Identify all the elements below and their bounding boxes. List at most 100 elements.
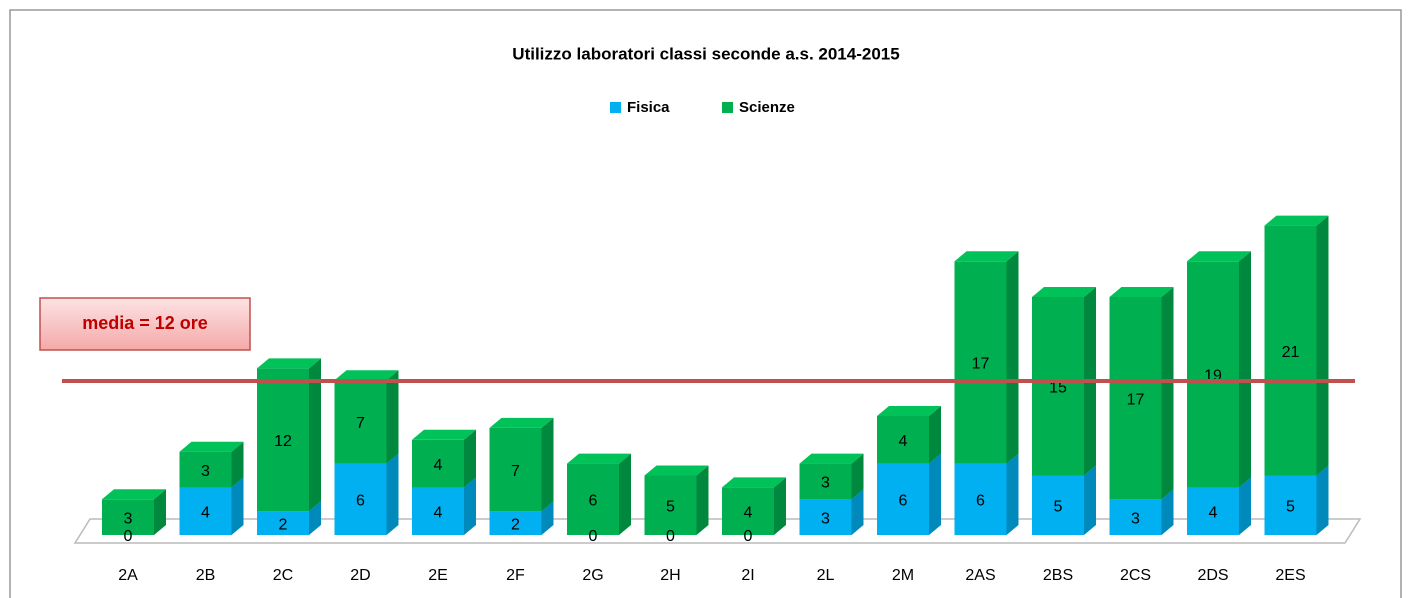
bar-segment	[179, 441, 244, 488]
bar-front	[257, 368, 309, 512]
value-label: 0	[744, 528, 753, 545]
bar-top	[954, 251, 1019, 262]
value-label: 3	[201, 463, 210, 480]
bar-top	[644, 465, 709, 476]
bar-segment	[257, 358, 321, 512]
bar-top	[1187, 251, 1251, 262]
bar-segment	[1264, 465, 1329, 535]
value-label: 7	[511, 463, 520, 480]
bar-side	[1239, 251, 1251, 488]
bar-front	[489, 511, 542, 535]
bar-top	[567, 453, 631, 464]
bar-segment	[1032, 465, 1096, 535]
bar-front	[334, 463, 387, 535]
bar-front	[179, 487, 232, 535]
bar-side	[231, 441, 244, 488]
bar-segment	[179, 477, 244, 535]
legend-label: Fisica	[627, 99, 670, 116]
bar-top	[1032, 287, 1096, 297]
bar-side	[851, 453, 864, 500]
bar-side	[774, 477, 786, 535]
bar-segment	[412, 429, 476, 488]
bar-front	[954, 261, 1007, 464]
bar-segment	[954, 251, 1019, 464]
bar-front	[722, 487, 774, 535]
bar-side	[1161, 287, 1174, 500]
legend-label: Scienze	[739, 99, 795, 116]
x-tick-label: 2G	[582, 567, 603, 584]
value-label: 4	[1209, 504, 1218, 521]
bar-side	[619, 453, 631, 535]
value-label: 6	[976, 493, 985, 510]
value-label: 2	[279, 516, 288, 533]
bar-side	[1316, 465, 1329, 535]
bar-side	[1161, 489, 1174, 535]
bar-top	[102, 489, 166, 500]
bar-side	[929, 453, 941, 535]
bar-top	[334, 370, 399, 381]
bar-side	[851, 489, 864, 535]
bar-side	[231, 477, 244, 535]
x-tick-label: 2ES	[1275, 567, 1305, 584]
value-label: 17	[972, 356, 990, 373]
bar-segment	[1109, 287, 1174, 500]
bar-segment	[1264, 215, 1329, 476]
x-tick-label: 2DS	[1197, 567, 1228, 584]
legend-swatch	[722, 102, 733, 113]
x-tick-label: 2A	[118, 567, 138, 584]
annotation: media = 12 ore	[82, 313, 208, 333]
value-label: 6	[899, 493, 908, 510]
value-label: 15	[1049, 379, 1067, 396]
value-label: 4	[899, 433, 908, 450]
x-tick-label: 2CS	[1120, 567, 1151, 584]
bar-top	[722, 477, 786, 488]
bar-top	[257, 358, 321, 369]
bar-front	[799, 463, 852, 500]
value-label: 6	[589, 493, 598, 510]
bar-side	[309, 501, 321, 535]
bar-segment	[334, 453, 399, 535]
x-tick-label: 2I	[741, 567, 754, 584]
bar-front	[1032, 475, 1084, 535]
bar-segment	[954, 453, 1019, 535]
value-label: 17	[1127, 391, 1145, 408]
chart-title: Utilizzo laboratori classi seconde a.s. …	[512, 44, 899, 63]
bar-front	[334, 380, 387, 464]
bar-segment	[877, 406, 941, 464]
bar-side	[541, 501, 554, 535]
value-label: 0	[589, 528, 598, 545]
value-label: 0	[666, 528, 675, 545]
bar-segment	[334, 370, 399, 464]
bar-top	[877, 406, 941, 416]
bar-front	[179, 451, 232, 488]
bar-front	[799, 499, 852, 535]
bar-side	[386, 370, 399, 464]
value-label: 4	[434, 457, 443, 474]
annotation-box	[39, 297, 251, 351]
x-tick-label: 2D	[350, 567, 370, 584]
bar-side	[1084, 465, 1096, 535]
bar-top	[489, 417, 554, 428]
value-label: 3	[1131, 510, 1140, 527]
legend-swatch	[610, 102, 621, 113]
bar-segment	[489, 417, 554, 512]
bar-side	[386, 453, 399, 535]
bar-top	[1264, 215, 1329, 226]
value-label: 2	[511, 516, 520, 533]
bar-segment	[567, 453, 631, 535]
bar-front	[489, 427, 542, 512]
value-label: 5	[1286, 498, 1295, 515]
value-label: 6	[356, 493, 365, 510]
bar-front	[1187, 261, 1239, 488]
bar-top	[799, 453, 864, 464]
bar-top	[179, 441, 244, 452]
bar-side	[1316, 215, 1329, 476]
bar-segment	[644, 465, 709, 535]
bar-side	[696, 465, 709, 535]
value-label: 12	[274, 433, 292, 450]
bar-side	[464, 477, 476, 535]
value-label: 0	[124, 528, 133, 545]
bar-front	[1264, 225, 1317, 476]
bar-segment	[102, 489, 166, 535]
